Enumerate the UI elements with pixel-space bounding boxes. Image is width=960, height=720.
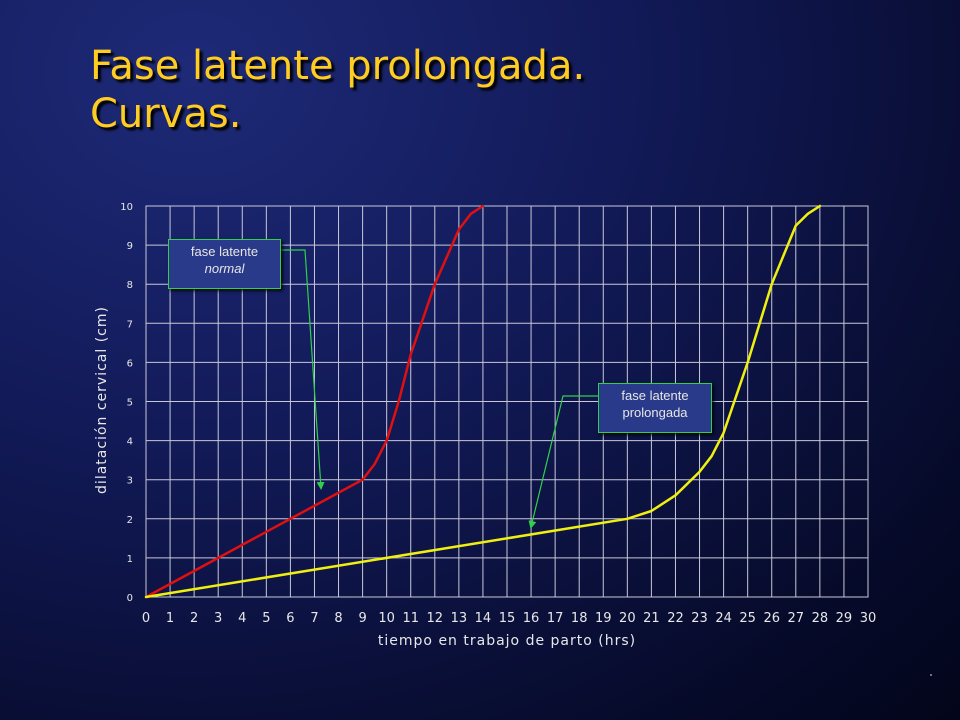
x-tick-label: 24	[715, 611, 732, 626]
x-tick-label: 20	[619, 611, 636, 626]
slide-title-line-2: Curvas.	[90, 91, 242, 137]
series-line-1	[144, 204, 485, 599]
callout-prolongada-line-1: fase latente	[621, 388, 689, 403]
x-tick-label: 21	[643, 611, 660, 626]
y-tick-labels: 0 1 2 3 4 5 6 7 8 9 10	[120, 202, 133, 604]
y-tick-label: 6	[127, 358, 133, 369]
y-tick-label: 4	[127, 437, 133, 448]
callout-prolongada-line-2: prolongada	[622, 405, 688, 420]
callout-normal-line-1: fase latente	[190, 244, 259, 259]
x-tick-label: 25	[739, 611, 756, 626]
callout-fase-latente-normal: fase latente normal	[168, 239, 281, 289]
x-tick-label: 7	[310, 611, 318, 626]
x-tick-label: 17	[547, 611, 564, 626]
x-tick-label: 13	[451, 611, 468, 626]
x-tick-label: 22	[667, 611, 684, 626]
x-tick-label: 27	[788, 611, 805, 626]
x-axis-label: tiempo en trabajo de parto (hrs)	[378, 633, 636, 649]
y-tick-label: 10	[120, 202, 133, 213]
connector-normal	[281, 249, 325, 490]
x-tick-label: 18	[571, 611, 588, 626]
x-tick-label: 5	[262, 611, 270, 626]
slide-title-line-1: Fase latente prolongada.	[90, 43, 586, 89]
y-tick-label: 3	[127, 476, 133, 487]
x-tick-label: 9	[358, 611, 366, 626]
x-tick-label: 11	[402, 611, 419, 626]
y-tick-label: 8	[127, 280, 133, 291]
x-tick-label: 14	[475, 611, 492, 626]
x-tick-label: 23	[691, 611, 708, 626]
x-tick-label: 1	[166, 611, 174, 626]
series-line-2	[144, 204, 822, 599]
callout-fase-latente-prolongada: fase latente prolongada	[598, 383, 712, 433]
connector-prolongada	[528, 395, 598, 529]
x-tick-labels: 0 1 2 3 4 5 6 7 8 9 10 11 12 13 14 15 16 17 18 19 20 21 22 23 24…	[142, 611, 876, 626]
y-tick-label: 5	[127, 398, 133, 409]
y-axis-label: dilatación cervical (cm)	[94, 306, 110, 494]
x-tick-label: 4	[238, 611, 246, 626]
y-tick-label: 0	[127, 593, 133, 604]
x-tick-label: 28	[812, 611, 829, 626]
y-tick-label: 1	[127, 554, 133, 565]
x-tick-label: 10	[378, 611, 395, 626]
x-tick-label: 6	[286, 611, 294, 626]
x-tick-label: 16	[523, 611, 540, 626]
x-tick-label: 2	[190, 611, 198, 626]
y-tick-label: 2	[127, 515, 133, 526]
callout-connectors	[281, 249, 598, 529]
x-tick-label: 30	[860, 611, 877, 626]
decorative-dot	[930, 674, 932, 676]
y-tick-label: 7	[127, 319, 133, 330]
y-tick-label: 9	[127, 241, 133, 252]
x-tick-label: 19	[595, 611, 612, 626]
x-tick-label: 15	[499, 611, 516, 626]
x-tick-label: 29	[836, 611, 853, 626]
x-tick-label: 12	[427, 611, 444, 626]
x-tick-label: 8	[334, 611, 342, 626]
x-tick-label: 0	[142, 611, 150, 626]
callout-normal-line-2: normal	[204, 261, 245, 276]
slide-title: Fase latente prolongada. Curvas.	[90, 42, 585, 138]
x-tick-label: 3	[214, 611, 222, 626]
x-tick-label: 26	[763, 611, 780, 626]
chart-series	[144, 204, 822, 599]
